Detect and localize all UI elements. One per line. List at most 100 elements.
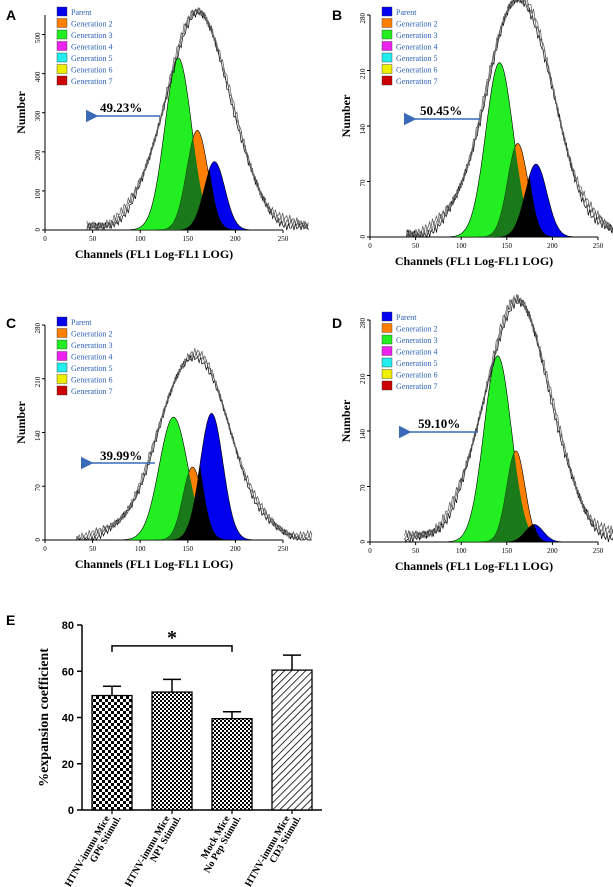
legend-swatch (56, 328, 68, 338)
legend-swatch (381, 357, 393, 368)
legend-swatch (56, 18, 68, 28)
y-tick-label: 400 (34, 71, 42, 82)
legend-label: Generation 4 (71, 43, 113, 52)
legend-swatch (381, 334, 393, 345)
y-tick-label: 280 (359, 318, 367, 329)
legend-swatch (56, 385, 68, 396)
y-tick-label: 0 (34, 228, 42, 232)
bar (211, 718, 253, 811)
peak-overlap-parent (497, 524, 553, 542)
gate-percentage: 50.45% (420, 103, 462, 118)
x-tick-label: 150 (502, 547, 513, 555)
y-tick-label: 0 (68, 805, 74, 817)
panel-letter: D (332, 315, 342, 331)
peak-overlap-2-3 (154, 472, 231, 540)
x-tick-label: 50 (89, 545, 97, 553)
envelope-trace (76, 348, 313, 540)
legend-label: Generation 5 (71, 54, 113, 63)
legend-label: Generation 6 (71, 376, 113, 385)
legend-label: Generation 6 (71, 66, 113, 75)
peak-overlap-parent (492, 175, 558, 237)
y-tick-label: 70 (34, 484, 42, 492)
legend-label: Generation 7 (71, 77, 113, 86)
legend-swatch (56, 351, 68, 361)
gate-percentage: 39.99% (100, 448, 142, 463)
x-tick-label: 0 (43, 545, 47, 553)
x-tick-label: 0 (43, 235, 47, 243)
legend-swatch (56, 75, 68, 86)
peak-overlap-2-3 (477, 146, 555, 237)
legend-label: Generation 7 (71, 387, 113, 396)
legend-label: Generation 6 (396, 371, 438, 380)
legend-label: Generation 2 (396, 325, 438, 334)
legend-label: Generation 3 (396, 336, 438, 345)
legend-swatch (56, 316, 68, 327)
legend-label: Generation 2 (71, 20, 113, 29)
legend-swatch (56, 52, 68, 63)
y-tick-label: 70 (359, 484, 367, 492)
envelope-trace (404, 294, 613, 540)
panel-letter: C (6, 315, 16, 331)
y-axis-label: Number (339, 399, 353, 442)
envelope-trace (406, 0, 613, 239)
legend-swatch (56, 374, 68, 384)
x-tick-label: 200 (547, 547, 558, 555)
peak-overlap-parent (172, 169, 240, 230)
peak-overlap-parent (165, 465, 231, 540)
legend-swatch (56, 6, 68, 17)
peak-generation-3 (442, 355, 553, 543)
legend-label: Generation 7 (396, 382, 438, 391)
significance-bracket (111, 645, 233, 652)
x-tick-label: 50 (412, 547, 420, 555)
legend-label: Generation 5 (71, 364, 113, 373)
legend-swatch (381, 369, 393, 379)
x-tick-label: 150 (502, 242, 513, 250)
x-tick-label: 200 (230, 545, 241, 553)
legend-swatch (381, 311, 393, 322)
legend-label: Generation 4 (71, 353, 113, 362)
significance-star: * (167, 627, 177, 649)
peak-overlap-2-3 (479, 452, 553, 542)
y-axis-label: %expansion coefficient (37, 648, 52, 787)
histogram-panel-b: B 0 50 100 150 200 250 0 70 140 210 280 Channels (FL… (332, 0, 613, 268)
legend-label: Generation 5 (396, 359, 438, 368)
x-tick-label: 250 (278, 545, 289, 553)
x-tick-label: 0 (368, 242, 372, 250)
legend-label: Generation 6 (396, 66, 438, 75)
y-axis-label: Number (339, 94, 353, 137)
y-axis-label: Number (14, 401, 28, 444)
envelope-trace (75, 354, 312, 541)
legend-swatch (381, 18, 393, 28)
x-tick-label: 200 (547, 242, 558, 250)
y-tick-label: 70 (359, 179, 367, 187)
x-tick-label: 150 (183, 235, 194, 243)
gate-percentage: 49.23% (100, 100, 142, 115)
legend-label: Parent (396, 8, 417, 17)
legend-swatch (56, 29, 68, 40)
x-tick-label: 150 (183, 545, 194, 553)
legend-label: Parent (396, 313, 417, 322)
legend-label: Parent (71, 318, 92, 327)
x-tick-label: 100 (135, 545, 146, 553)
x-tick-label: 200 (230, 235, 241, 243)
envelope-trace (86, 7, 309, 230)
y-tick-label: 20 (62, 759, 74, 771)
histogram-panel-d: D 0 50 100 150 200 250 0 70 140 210 280 Channels (FL… (332, 294, 613, 573)
legend-swatch (56, 64, 68, 74)
y-tick-label: 210 (359, 373, 367, 384)
legend-swatch (381, 75, 393, 86)
y-tick-label: 280 (359, 13, 367, 24)
legend-swatch (381, 52, 393, 63)
x-tick-label: 0 (368, 547, 372, 555)
histogram-panel-c: C 0 50 100 150 200 250 0 70 140 210 280 Channels (FL… (6, 315, 313, 571)
x-tick-label: 100 (456, 547, 467, 555)
x-axis-label: Channels (FL1 Log-FL1 LOG) (395, 559, 553, 573)
x-tick-label: 250 (593, 547, 604, 555)
legend-swatch (381, 346, 393, 356)
y-axis-label: Number (14, 91, 28, 134)
legend-swatch (381, 41, 393, 51)
legend-label: Generation 2 (71, 330, 113, 339)
y-tick-label: 40 (62, 713, 74, 725)
histogram-panel-a: A 0 50 100 150 200 250 0 100 200 300 400 500 Channels… (6, 6, 309, 261)
